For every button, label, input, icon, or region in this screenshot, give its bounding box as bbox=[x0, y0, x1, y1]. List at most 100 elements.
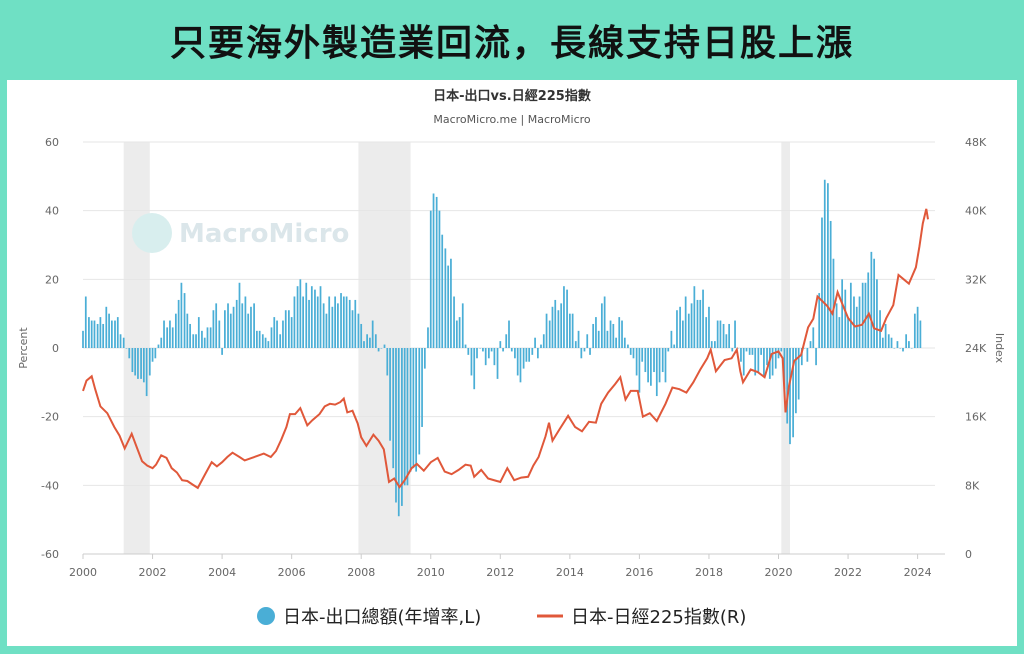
right-axis-label: Index bbox=[993, 333, 1006, 364]
export-bar bbox=[505, 334, 508, 348]
export-bar bbox=[340, 293, 342, 348]
export-bar bbox=[806, 348, 809, 362]
export-bar bbox=[583, 348, 586, 352]
right-tick-label: 16K bbox=[965, 411, 987, 424]
export-bar bbox=[618, 317, 621, 348]
export-bar bbox=[615, 337, 617, 348]
export-bar bbox=[815, 348, 817, 366]
export-bar bbox=[705, 317, 708, 348]
export-bar bbox=[302, 296, 304, 348]
export-bar bbox=[232, 306, 235, 348]
export-bar bbox=[377, 348, 380, 352]
export-bar bbox=[224, 310, 226, 348]
export-bar bbox=[357, 313, 360, 348]
export-bar bbox=[861, 282, 864, 348]
legend-line-label: 日本-日經225指數(R) bbox=[571, 607, 746, 628]
export-bar bbox=[270, 327, 273, 348]
export-bar bbox=[473, 348, 476, 390]
x-tick-label: 2024 bbox=[904, 566, 932, 579]
export-bar bbox=[441, 234, 444, 348]
export-bar bbox=[140, 348, 142, 379]
export-bar bbox=[606, 330, 609, 348]
nikkei-line bbox=[82, 208, 929, 490]
export-bar bbox=[597, 330, 600, 348]
export-bar bbox=[461, 303, 464, 348]
chart-panel: MacroMicro 60 40 20 0 -20 -40 -60 48K 40K 32K 24K 1… bbox=[7, 80, 1017, 646]
export-bar bbox=[453, 296, 455, 348]
export-bar bbox=[893, 348, 896, 349]
export-bar bbox=[676, 310, 678, 348]
export-bar bbox=[201, 330, 203, 348]
export-bar bbox=[195, 334, 197, 348]
export-bar bbox=[322, 303, 325, 348]
export-bar bbox=[499, 341, 502, 348]
x-tick-label: 2020 bbox=[765, 566, 793, 579]
right-tick-label: 48K bbox=[965, 136, 987, 149]
left-tick-label: 0 bbox=[52, 342, 59, 355]
x-tick-label: 2014 bbox=[556, 566, 584, 579]
export-bar bbox=[540, 344, 542, 348]
export-bar bbox=[264, 337, 267, 348]
banner-title: 只要海外製造業回流，長線支持日股上漲 bbox=[169, 23, 854, 64]
export-bar bbox=[910, 348, 913, 349]
export-bar bbox=[919, 320, 922, 348]
export-bar bbox=[96, 323, 99, 348]
export-bar bbox=[525, 348, 528, 362]
export-bar bbox=[163, 320, 165, 348]
export-bar bbox=[725, 334, 728, 348]
export-bar bbox=[429, 210, 432, 348]
export-bar bbox=[812, 327, 815, 348]
export-bar bbox=[682, 320, 684, 348]
export-bar bbox=[890, 337, 893, 348]
export-bar bbox=[650, 348, 652, 386]
export-bar bbox=[128, 348, 131, 359]
export-bar bbox=[125, 348, 128, 349]
export-bar bbox=[560, 303, 563, 348]
legend-bar-label: 日本-出口總額(年增率,L) bbox=[283, 607, 481, 628]
export-bar bbox=[142, 348, 145, 383]
export-bar bbox=[545, 313, 548, 348]
export-bar bbox=[731, 348, 734, 352]
export-bar bbox=[334, 296, 336, 348]
export-bar bbox=[192, 334, 195, 348]
export-bar bbox=[638, 348, 641, 393]
export-bar bbox=[734, 320, 736, 348]
export-bar bbox=[623, 337, 626, 348]
export-bar bbox=[412, 348, 415, 469]
export-bar bbox=[679, 306, 681, 348]
export-bar bbox=[90, 320, 93, 348]
left-tick-label: -20 bbox=[41, 411, 59, 424]
export-bar bbox=[406, 348, 409, 486]
export-bar bbox=[690, 303, 693, 348]
export-bar bbox=[693, 286, 696, 348]
export-bar bbox=[145, 348, 148, 397]
x-tick-label: 2008 bbox=[347, 566, 375, 579]
export-bar bbox=[818, 293, 821, 348]
export-bar bbox=[841, 279, 844, 348]
export-bar bbox=[916, 306, 919, 348]
export-bar bbox=[479, 348, 482, 349]
export-bar bbox=[137, 348, 139, 379]
export-bar bbox=[534, 337, 536, 348]
export-bar bbox=[653, 348, 655, 373]
export-bar bbox=[157, 344, 160, 348]
export-bar bbox=[797, 348, 800, 400]
export-bar bbox=[371, 320, 374, 348]
export-bar bbox=[166, 327, 169, 348]
export-bar bbox=[714, 341, 716, 348]
export-bar bbox=[276, 320, 278, 348]
export-bar bbox=[305, 282, 308, 348]
export-bar bbox=[760, 348, 762, 355]
export-bar bbox=[197, 317, 200, 348]
export-bar bbox=[395, 348, 397, 503]
export-bar bbox=[855, 306, 858, 348]
export-bar bbox=[319, 286, 322, 348]
export-bar bbox=[432, 193, 435, 348]
export-bar bbox=[296, 286, 299, 348]
export-bar bbox=[279, 334, 282, 348]
export-bar bbox=[745, 348, 748, 352]
export-bar bbox=[661, 348, 664, 373]
export-bar bbox=[261, 334, 264, 348]
watermark-text: MacroMicro bbox=[179, 219, 349, 249]
export-bar bbox=[212, 310, 215, 348]
